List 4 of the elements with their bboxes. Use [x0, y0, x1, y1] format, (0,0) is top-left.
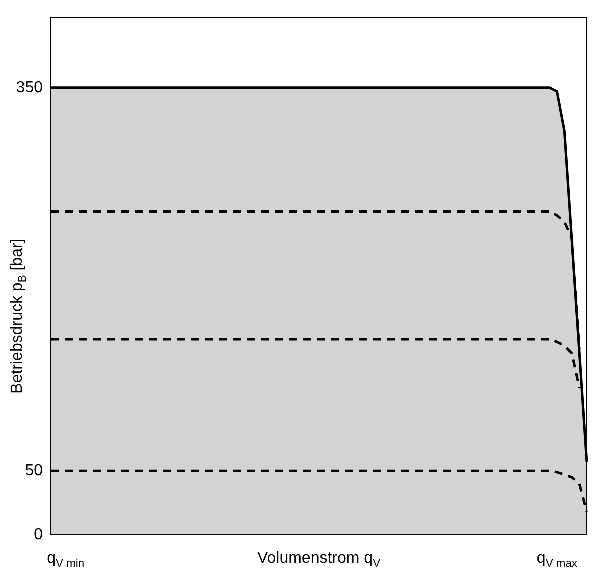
y-tick-label: 0	[34, 526, 44, 544]
y-axis-title: Betriebsdruck pB [bar]	[9, 238, 29, 394]
y-tick-label: 350	[16, 79, 44, 96]
y-tick-label: 50	[25, 462, 44, 480]
